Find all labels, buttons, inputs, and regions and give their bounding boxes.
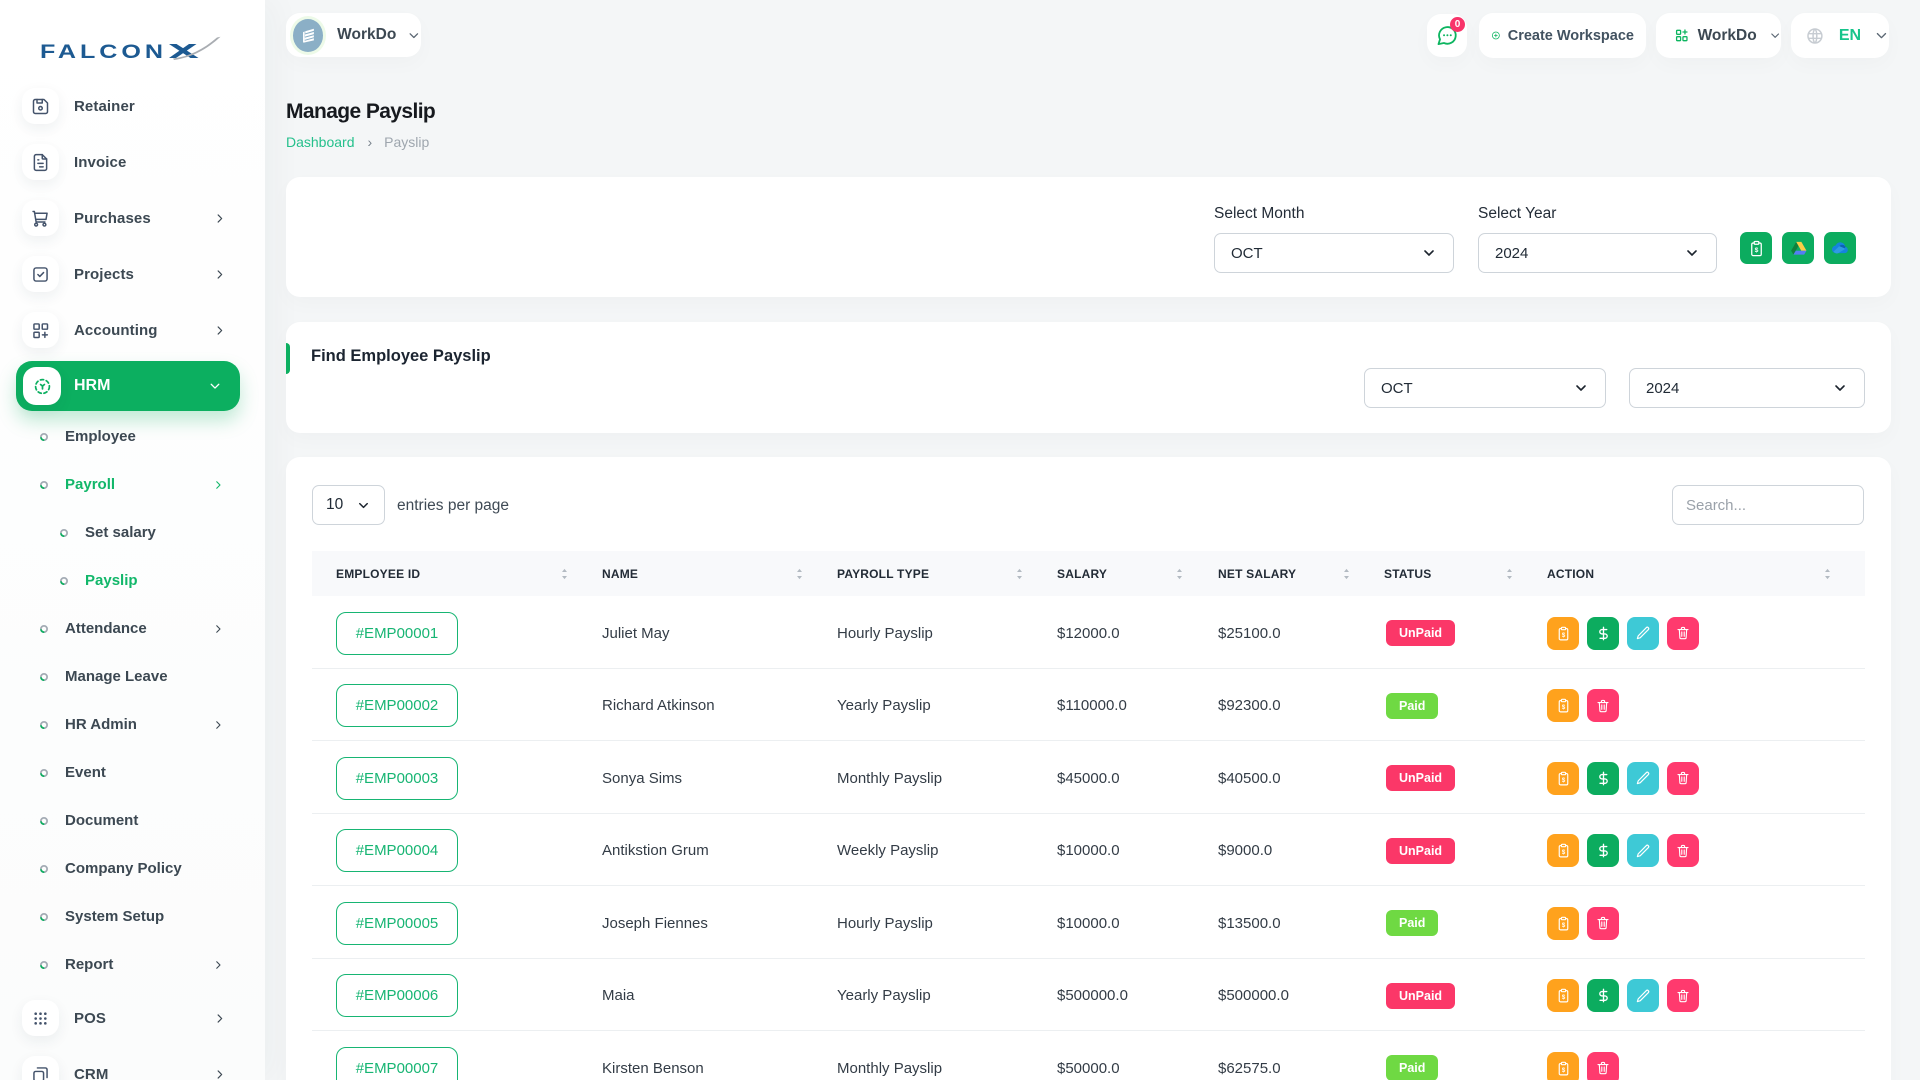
svg-text:FALCON: FALCON: [40, 42, 167, 63]
